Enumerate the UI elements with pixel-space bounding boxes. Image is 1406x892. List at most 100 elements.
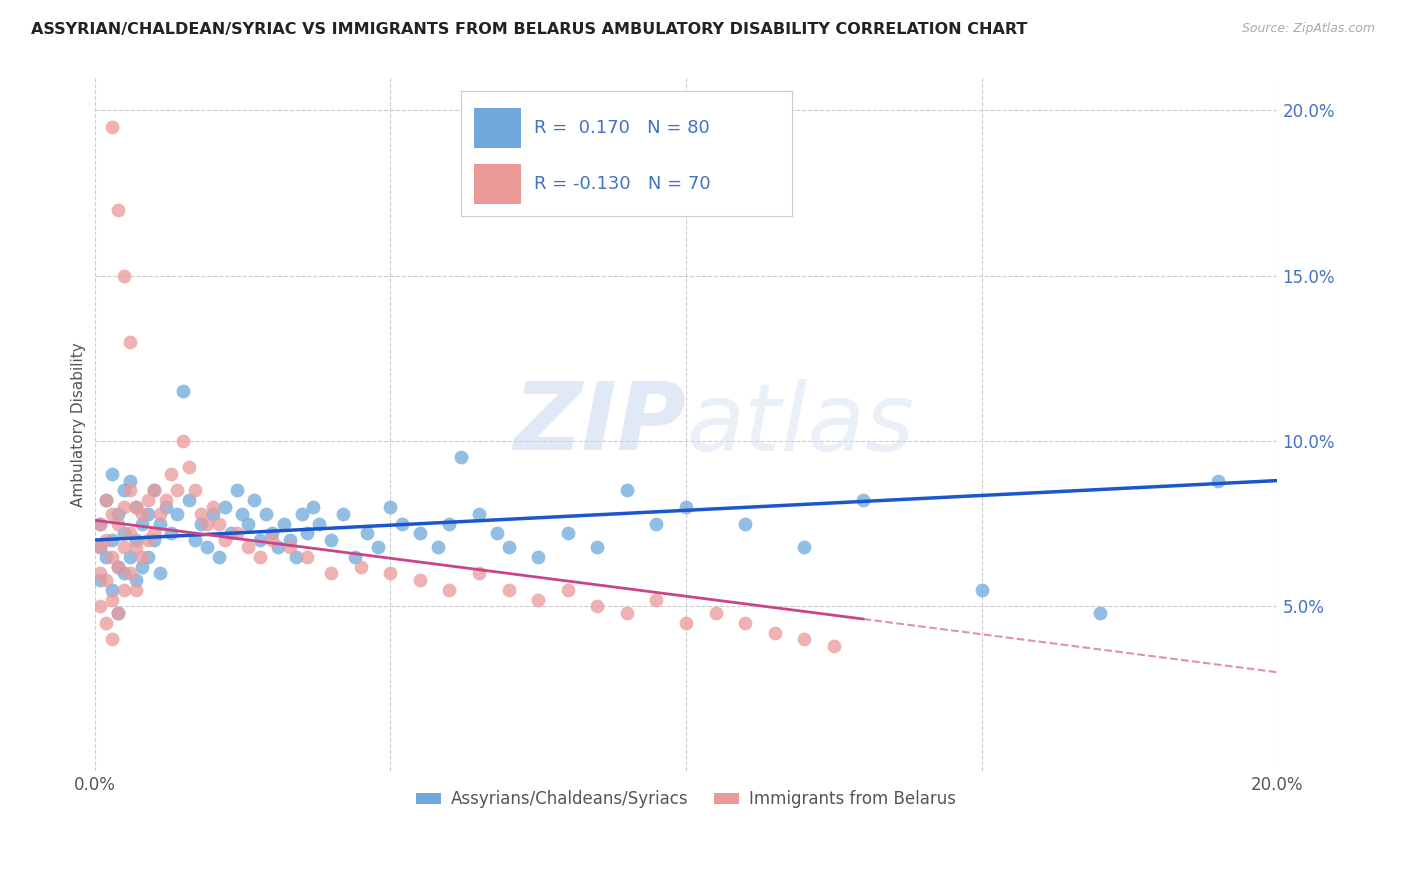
- Point: [179, 460, 201, 475]
- Point: [142, 533, 165, 547]
- Point: [675, 615, 697, 630]
- Point: [343, 549, 366, 564]
- Point: [214, 500, 236, 514]
- Point: [201, 507, 224, 521]
- Point: [273, 516, 295, 531]
- Text: atlas: atlas: [686, 379, 914, 470]
- Point: [214, 533, 236, 547]
- Point: [852, 493, 875, 508]
- Point: [823, 639, 845, 653]
- Point: [142, 526, 165, 541]
- Point: [970, 582, 993, 597]
- Text: Source: ZipAtlas.com: Source: ZipAtlas.com: [1241, 22, 1375, 36]
- Legend: Assyrians/Chaldeans/Syriacs, Immigrants from Belarus: Assyrians/Chaldeans/Syriacs, Immigrants …: [409, 784, 963, 815]
- Point: [89, 516, 111, 531]
- Point: [238, 540, 260, 554]
- Point: [107, 559, 129, 574]
- Point: [120, 526, 142, 541]
- Point: [527, 549, 550, 564]
- Point: [350, 559, 373, 574]
- Point: [586, 540, 609, 554]
- Point: [586, 599, 609, 614]
- Point: [101, 549, 124, 564]
- Point: [142, 483, 165, 498]
- Point: [704, 606, 727, 620]
- Point: [195, 540, 218, 554]
- Point: [96, 493, 118, 508]
- Point: [112, 500, 135, 514]
- Point: [89, 566, 111, 581]
- Point: [616, 606, 638, 620]
- Point: [190, 507, 212, 521]
- Point: [426, 540, 449, 554]
- Point: [101, 592, 124, 607]
- Point: [107, 507, 129, 521]
- Point: [225, 483, 247, 498]
- Point: [468, 566, 491, 581]
- Point: [260, 526, 283, 541]
- Point: [308, 516, 330, 531]
- Text: ZIP: ZIP: [513, 378, 686, 470]
- Text: ASSYRIAN/CHALDEAN/SYRIAC VS IMMIGRANTS FROM BELARUS AMBULATORY DISABILITY CORREL: ASSYRIAN/CHALDEAN/SYRIAC VS IMMIGRANTS F…: [31, 22, 1028, 37]
- Point: [89, 599, 111, 614]
- Point: [149, 516, 172, 531]
- Point: [321, 566, 343, 581]
- Point: [290, 507, 312, 521]
- Point: [107, 559, 129, 574]
- Point: [409, 573, 432, 587]
- Point: [278, 533, 301, 547]
- Point: [527, 592, 550, 607]
- Y-axis label: Ambulatory Disability: Ambulatory Disability: [72, 342, 86, 507]
- Point: [96, 573, 118, 587]
- Point: [450, 450, 472, 465]
- Point: [332, 507, 354, 521]
- Point: [166, 507, 188, 521]
- Point: [136, 549, 159, 564]
- Point: [120, 474, 142, 488]
- Point: [238, 516, 260, 531]
- Point: [1088, 606, 1111, 620]
- Point: [149, 566, 172, 581]
- Point: [160, 526, 183, 541]
- Point: [136, 507, 159, 521]
- Point: [120, 334, 142, 349]
- Point: [645, 592, 668, 607]
- Point: [243, 493, 266, 508]
- Point: [120, 566, 142, 581]
- Point: [557, 526, 579, 541]
- Point: [112, 540, 135, 554]
- Point: [131, 549, 153, 564]
- Point: [120, 483, 142, 498]
- Point: [190, 516, 212, 531]
- Point: [101, 507, 124, 521]
- Point: [131, 507, 153, 521]
- Point: [557, 582, 579, 597]
- Point: [120, 549, 142, 564]
- Point: [89, 516, 111, 531]
- Point: [278, 540, 301, 554]
- Point: [260, 533, 283, 547]
- Point: [107, 606, 129, 620]
- Point: [96, 493, 118, 508]
- Point: [172, 434, 194, 448]
- Point: [391, 516, 413, 531]
- Point: [208, 516, 231, 531]
- Point: [485, 526, 508, 541]
- Point: [96, 549, 118, 564]
- Point: [96, 615, 118, 630]
- Point: [675, 500, 697, 514]
- Point: [89, 540, 111, 554]
- Point: [149, 507, 172, 521]
- Point: [112, 268, 135, 283]
- Point: [112, 582, 135, 597]
- Point: [763, 625, 786, 640]
- Point: [125, 500, 148, 514]
- Point: [254, 507, 277, 521]
- Point: [125, 500, 148, 514]
- Point: [201, 500, 224, 514]
- Point: [107, 202, 129, 217]
- Point: [166, 483, 188, 498]
- Point: [101, 467, 124, 481]
- Point: [734, 516, 756, 531]
- Point: [356, 526, 378, 541]
